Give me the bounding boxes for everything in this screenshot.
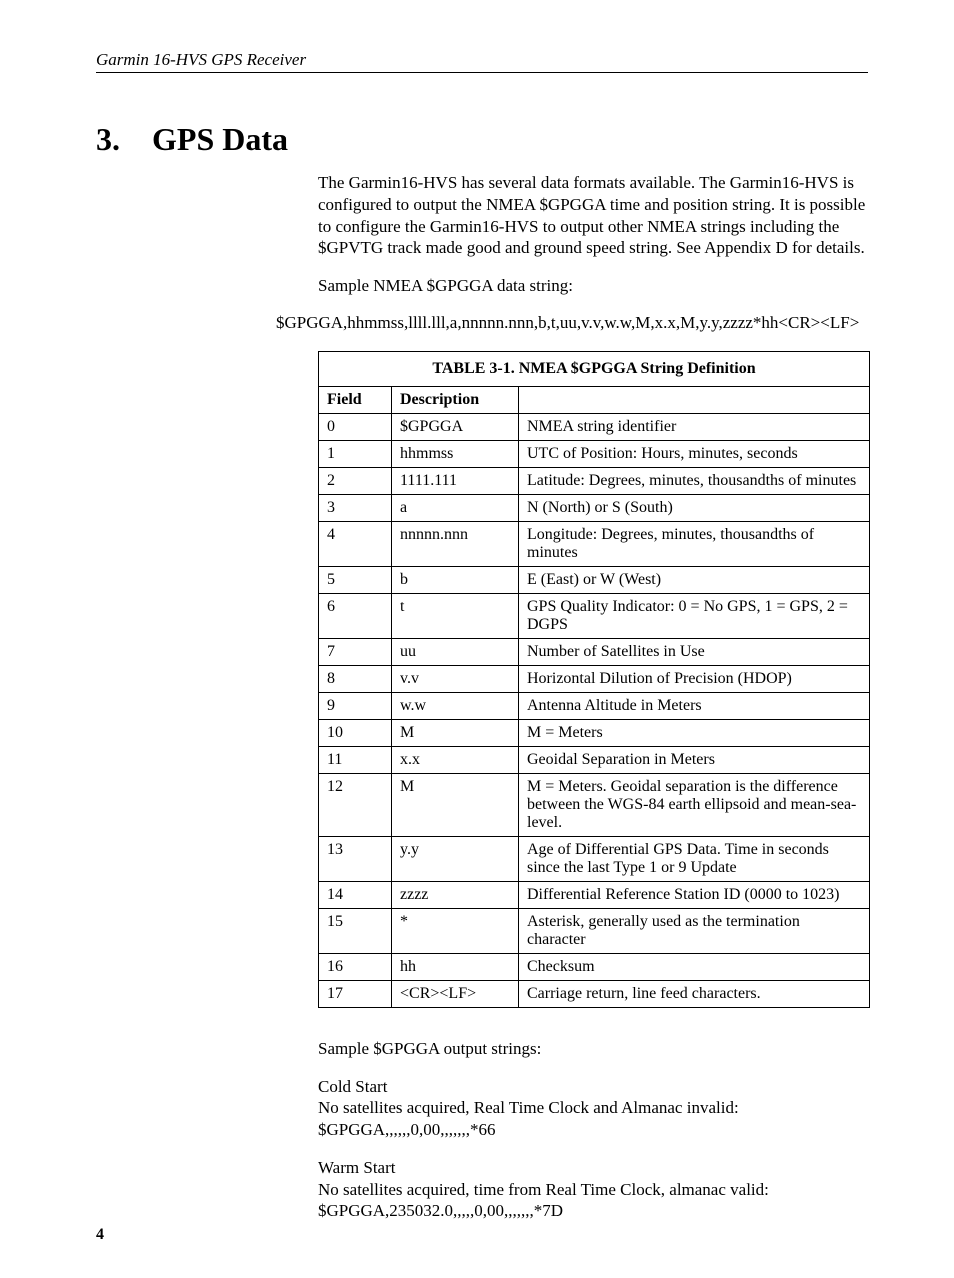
cell-description: nnnnn.nnn bbox=[392, 521, 519, 566]
cell-detail: UTC of Position: Hours, minutes, seconds bbox=[519, 440, 870, 467]
table-row: 4nnnnn.nnnLongitude: Degrees, minutes, t… bbox=[319, 521, 870, 566]
cell-field: 2 bbox=[319, 467, 392, 494]
table-row: 14zzzzDifferential Reference Station ID … bbox=[319, 881, 870, 908]
cell-description: 1111.111 bbox=[392, 467, 519, 494]
section-number: 3. bbox=[96, 121, 120, 157]
cell-detail: Age of Differential GPS Data. Time in se… bbox=[519, 836, 870, 881]
cell-description: hh bbox=[392, 953, 519, 980]
cell-field: 9 bbox=[319, 692, 392, 719]
cell-description: t bbox=[392, 593, 519, 638]
cell-field: 0 bbox=[319, 413, 392, 440]
table-header-row: Field Description bbox=[319, 386, 870, 413]
cell-field: 17 bbox=[319, 980, 392, 1007]
cell-field: 16 bbox=[319, 953, 392, 980]
cell-detail: Longitude: Degrees, minutes, thousandths… bbox=[519, 521, 870, 566]
warm-start-block: Warm Start No satellites acquired, time … bbox=[318, 1157, 868, 1222]
sample-label: Sample NMEA $GPGGA data string: bbox=[318, 275, 868, 297]
section-heading: 3. GPS Data bbox=[96, 121, 868, 158]
running-head: Garmin 16-HVS GPS Receiver bbox=[96, 50, 868, 73]
cell-field: 3 bbox=[319, 494, 392, 521]
sample-nmea-string: $GPGGA,hhmmss,llll.lll,a,nnnnn.nnn,b,t,u… bbox=[276, 313, 868, 333]
table-row: 9w.wAntenna Altitude in Meters bbox=[319, 692, 870, 719]
cold-start-block: Cold Start No satellites acquired, Real … bbox=[318, 1076, 868, 1141]
col-header-description: Description bbox=[392, 386, 519, 413]
cell-detail: Carriage return, line feed characters. bbox=[519, 980, 870, 1007]
cell-description: * bbox=[392, 908, 519, 953]
cell-description: M bbox=[392, 719, 519, 746]
page-number: 4 bbox=[96, 1226, 104, 1244]
cell-description: <CR><LF> bbox=[392, 980, 519, 1007]
cell-detail: NMEA string identifier bbox=[519, 413, 870, 440]
cell-field: 13 bbox=[319, 836, 392, 881]
cell-description: y.y bbox=[392, 836, 519, 881]
page: Garmin 16-HVS GPS Receiver 3. GPS Data T… bbox=[0, 0, 954, 1278]
warm-start-line: $GPGGA,235032.0,,,,,0,00,,,,,,,*7D bbox=[318, 1201, 563, 1220]
cell-detail: Antenna Altitude in Meters bbox=[519, 692, 870, 719]
cell-description: x.x bbox=[392, 746, 519, 773]
cell-detail: Geoidal Separation in Meters bbox=[519, 746, 870, 773]
table-row: 3aN (North) or S (South) bbox=[319, 494, 870, 521]
table-row: 7uuNumber of Satellites in Use bbox=[319, 638, 870, 665]
cell-field: 12 bbox=[319, 773, 392, 836]
cell-field: 15 bbox=[319, 908, 392, 953]
warm-start-note: No satellites acquired, time from Real T… bbox=[318, 1180, 769, 1199]
cell-detail: Horizontal Dilution of Precision (HDOP) bbox=[519, 665, 870, 692]
cell-description: hhmmss bbox=[392, 440, 519, 467]
table-row: 6tGPS Quality Indicator: 0 = No GPS, 1 =… bbox=[319, 593, 870, 638]
table-row: 13y.yAge of Differential GPS Data. Time … bbox=[319, 836, 870, 881]
cell-detail: GPS Quality Indicator: 0 = No GPS, 1 = G… bbox=[519, 593, 870, 638]
cold-start-line: $GPGGA,,,,,,0,00,,,,,,,*66 bbox=[318, 1120, 496, 1139]
cell-field: 1 bbox=[319, 440, 392, 467]
warm-start-title: Warm Start bbox=[318, 1158, 395, 1177]
table-row: 12MM = Meters. Geoidal separation is the… bbox=[319, 773, 870, 836]
cell-detail: E (East) or W (West) bbox=[519, 566, 870, 593]
samples-heading: Sample $GPGGA output strings: bbox=[318, 1038, 868, 1060]
cell-description: $GPGGA bbox=[392, 413, 519, 440]
cell-field: 6 bbox=[319, 593, 392, 638]
table-row: 5bE (East) or W (West) bbox=[319, 566, 870, 593]
cell-description: b bbox=[392, 566, 519, 593]
cell-field: 5 bbox=[319, 566, 392, 593]
table-caption: TABLE 3-1. NMEA $GPGGA String Definition bbox=[318, 351, 870, 386]
cell-description: w.w bbox=[392, 692, 519, 719]
cell-detail: Latitude: Degrees, minutes, thousandths … bbox=[519, 467, 870, 494]
cell-detail: N (North) or S (South) bbox=[519, 494, 870, 521]
cell-description: a bbox=[392, 494, 519, 521]
cell-field: 8 bbox=[319, 665, 392, 692]
cell-detail: Differential Reference Station ID (0000 … bbox=[519, 881, 870, 908]
cell-description: uu bbox=[392, 638, 519, 665]
cell-detail: M = Meters bbox=[519, 719, 870, 746]
table-row: 17<CR><LF>Carriage return, line feed cha… bbox=[319, 980, 870, 1007]
intro-paragraph: The Garmin16-HVS has several data format… bbox=[318, 172, 868, 259]
nmea-definition-table: TABLE 3-1. NMEA $GPGGA String Definition… bbox=[318, 351, 870, 1008]
section-title-text: GPS Data bbox=[152, 121, 288, 157]
table-row: 11x.xGeoidal Separation in Meters bbox=[319, 746, 870, 773]
cell-detail: Number of Satellites in Use bbox=[519, 638, 870, 665]
table-row: 0$GPGGANMEA string identifier bbox=[319, 413, 870, 440]
table-row: 15*Asterisk, generally used as the termi… bbox=[319, 908, 870, 953]
table-row: 10MM = Meters bbox=[319, 719, 870, 746]
cell-description: M bbox=[392, 773, 519, 836]
cell-field: 11 bbox=[319, 746, 392, 773]
cell-detail: Asterisk, generally used as the terminat… bbox=[519, 908, 870, 953]
cell-detail: Checksum bbox=[519, 953, 870, 980]
table-row: 21111.111Latitude: Degrees, minutes, tho… bbox=[319, 467, 870, 494]
samples-after: Sample $GPGGA output strings: Cold Start… bbox=[318, 1038, 868, 1222]
cell-field: 7 bbox=[319, 638, 392, 665]
col-header-detail bbox=[519, 386, 870, 413]
cold-start-note: No satellites acquired, Real Time Clock … bbox=[318, 1098, 739, 1117]
cell-detail: M = Meters. Geoidal separation is the di… bbox=[519, 773, 870, 836]
cell-description: v.v bbox=[392, 665, 519, 692]
cell-description: zzzz bbox=[392, 881, 519, 908]
cell-field: 4 bbox=[319, 521, 392, 566]
body-column: The Garmin16-HVS has several data format… bbox=[318, 172, 868, 297]
table-row: 1hhmmssUTC of Position: Hours, minutes, … bbox=[319, 440, 870, 467]
table-body: 0$GPGGANMEA string identifier1hhmmssUTC … bbox=[319, 413, 870, 1007]
cell-field: 10 bbox=[319, 719, 392, 746]
table-row: 8v.vHorizontal Dilution of Precision (HD… bbox=[319, 665, 870, 692]
table-row: 16hhChecksum bbox=[319, 953, 870, 980]
cell-field: 14 bbox=[319, 881, 392, 908]
cold-start-title: Cold Start bbox=[318, 1077, 387, 1096]
col-header-field: Field bbox=[319, 386, 392, 413]
